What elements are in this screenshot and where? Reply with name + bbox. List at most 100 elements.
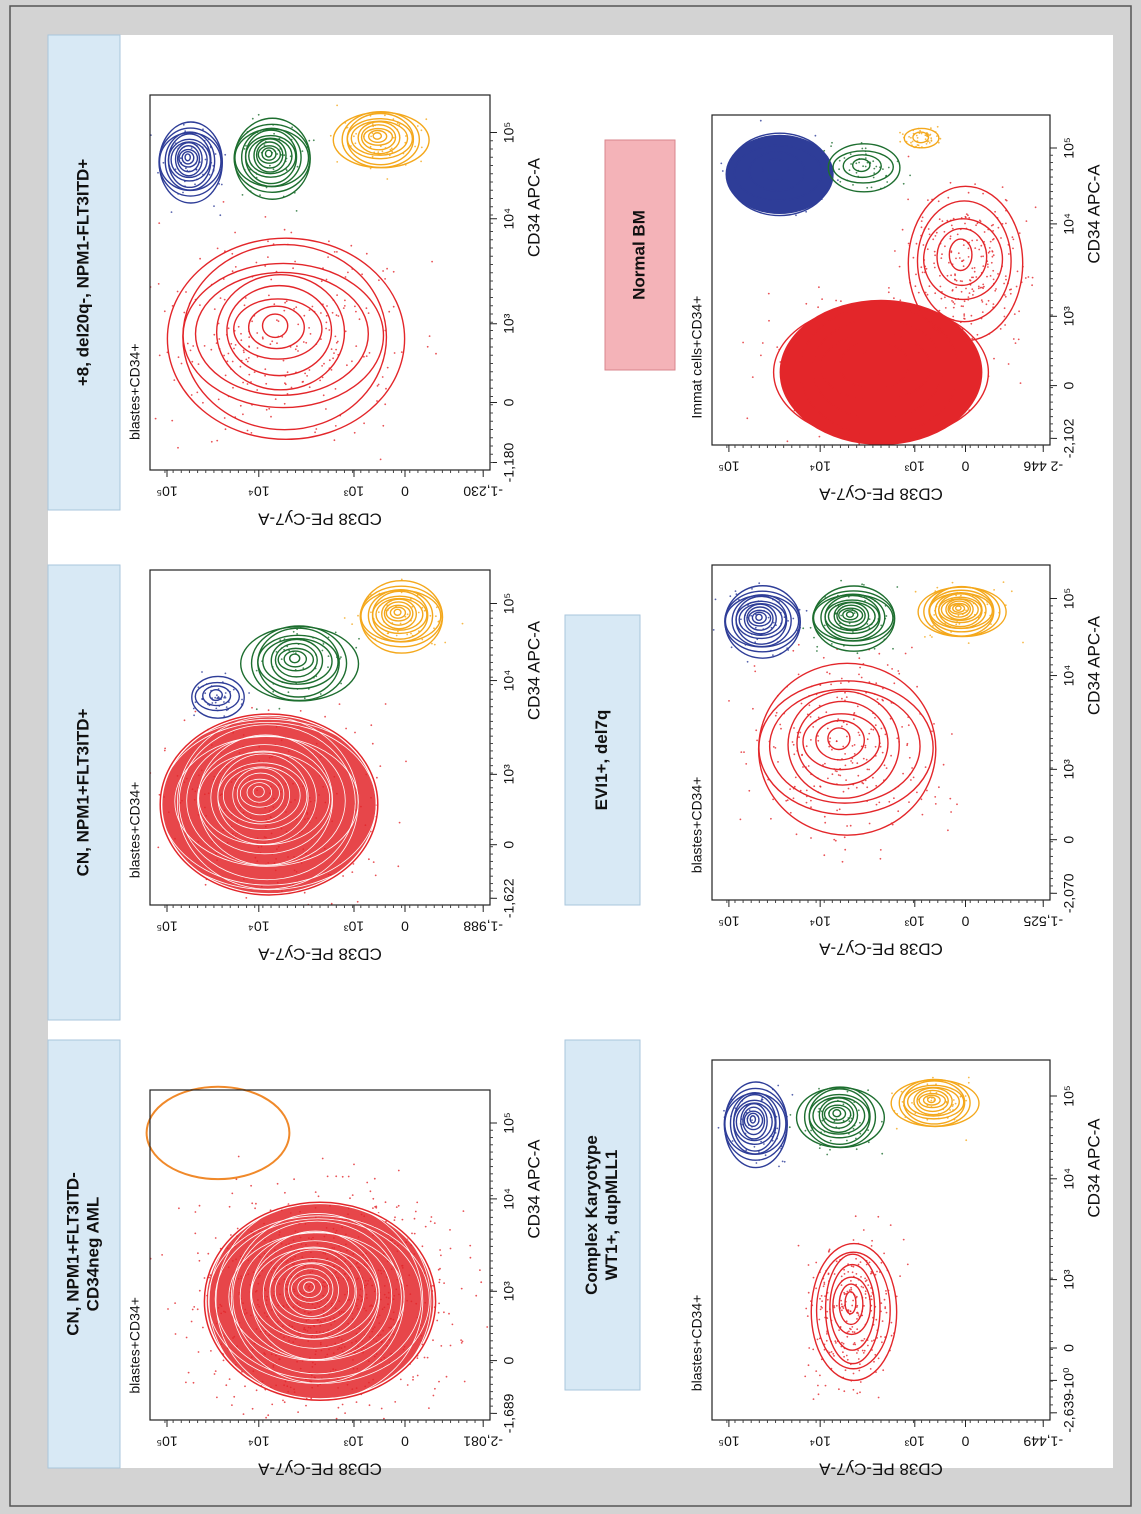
event-dot — [337, 315, 340, 317]
event-dot — [980, 255, 983, 258]
event-dot — [412, 1378, 414, 1381]
event-dot — [336, 104, 339, 107]
event-dot — [896, 737, 899, 740]
event-dot — [367, 312, 370, 314]
gate-label: blastes+CD34+ — [689, 1295, 705, 1392]
population-fill — [206, 1204, 434, 1399]
event-dot — [947, 196, 950, 199]
event-dot — [844, 764, 847, 767]
event-dot — [190, 147, 193, 149]
event-dot — [386, 178, 389, 180]
event-dot — [199, 304, 201, 306]
event-dot — [219, 297, 222, 299]
event-dot — [889, 1224, 892, 1226]
event-dot — [887, 291, 890, 294]
event-dot — [416, 125, 419, 127]
event-dot — [285, 300, 288, 303]
event-dot — [860, 1285, 863, 1288]
event-dot — [847, 787, 850, 790]
event-dot — [355, 132, 358, 135]
event-dot — [836, 809, 838, 812]
event-dot — [826, 1298, 829, 1301]
event-dot — [368, 352, 371, 354]
event-dot — [833, 1354, 835, 1357]
event-dot — [977, 287, 980, 290]
event-dot — [338, 703, 341, 705]
highlight-circle — [145, 1085, 291, 1181]
y-tick-label: 0 — [961, 1433, 969, 1449]
event-dot — [248, 346, 251, 348]
event-dot — [887, 166, 890, 169]
event-dot — [734, 590, 737, 592]
event-dot — [397, 1204, 400, 1207]
event-dot — [223, 715, 226, 717]
event-dot — [957, 252, 960, 255]
event-dot — [862, 782, 865, 785]
gate-label: Immat cells+CD34+ — [689, 296, 705, 419]
event-dot — [950, 224, 953, 227]
event-dot — [792, 649, 795, 652]
event-dot — [830, 643, 833, 645]
event-dot — [324, 715, 327, 718]
event-dot — [174, 1333, 177, 1335]
event-dot — [789, 1113, 792, 1116]
event-dot — [231, 270, 234, 273]
event-dot — [846, 1335, 849, 1338]
event-dot — [838, 1329, 840, 1331]
gate-label: blastes+CD34+ — [127, 343, 143, 440]
event-dot — [853, 718, 855, 720]
event-dot — [255, 261, 258, 264]
event-dot — [739, 818, 742, 821]
event-dot — [245, 144, 247, 147]
event-dot — [877, 1357, 880, 1360]
event-dot — [899, 1275, 901, 1277]
event-dot — [416, 1201, 419, 1204]
event-dot — [863, 1337, 866, 1340]
event-dot — [392, 305, 395, 308]
event-dot — [431, 642, 433, 645]
event-dot — [740, 618, 742, 621]
event-dot — [255, 708, 258, 711]
event-dot — [864, 744, 867, 747]
event-dot — [368, 1404, 371, 1407]
event-dot — [193, 1305, 196, 1308]
event-dot — [864, 165, 867, 168]
event-dot — [327, 655, 330, 657]
event-dot — [861, 1349, 864, 1352]
event-dot — [246, 429, 249, 432]
event-dot — [374, 874, 377, 877]
event-dot — [872, 728, 875, 731]
event-dot — [178, 1207, 180, 1210]
event-dot — [963, 317, 965, 320]
event-dot — [875, 803, 878, 806]
event-dot — [815, 1287, 817, 1290]
event-dot — [428, 335, 431, 337]
event-dot — [956, 233, 959, 236]
event-dot — [365, 252, 368, 255]
event-dot — [964, 1095, 967, 1097]
event-dot — [224, 374, 227, 377]
event-dot — [248, 373, 251, 376]
y-tick-label: 10⁴ — [248, 483, 270, 499]
event-dot — [807, 1291, 810, 1294]
event-dot — [183, 311, 186, 314]
event-dot — [1000, 237, 1002, 239]
event-dot — [866, 738, 869, 741]
panel-title: CN, NPM1+FLT3ITD- — [63, 1172, 82, 1336]
event-dot — [385, 1220, 387, 1223]
event-dot — [227, 352, 230, 355]
event-dot — [331, 311, 334, 314]
event-dot — [435, 606, 438, 609]
event-dot — [197, 686, 200, 689]
event-dot — [826, 1153, 829, 1156]
event-dot — [248, 336, 251, 339]
event-dot — [397, 1169, 400, 1172]
event-dot — [817, 306, 819, 309]
event-dot — [810, 837, 812, 839]
event-dot — [952, 306, 955, 309]
event-dot — [833, 1306, 836, 1309]
event-dot — [992, 254, 995, 257]
event-dot — [469, 1244, 472, 1247]
event-dot — [988, 247, 991, 249]
event-dot — [746, 660, 749, 663]
